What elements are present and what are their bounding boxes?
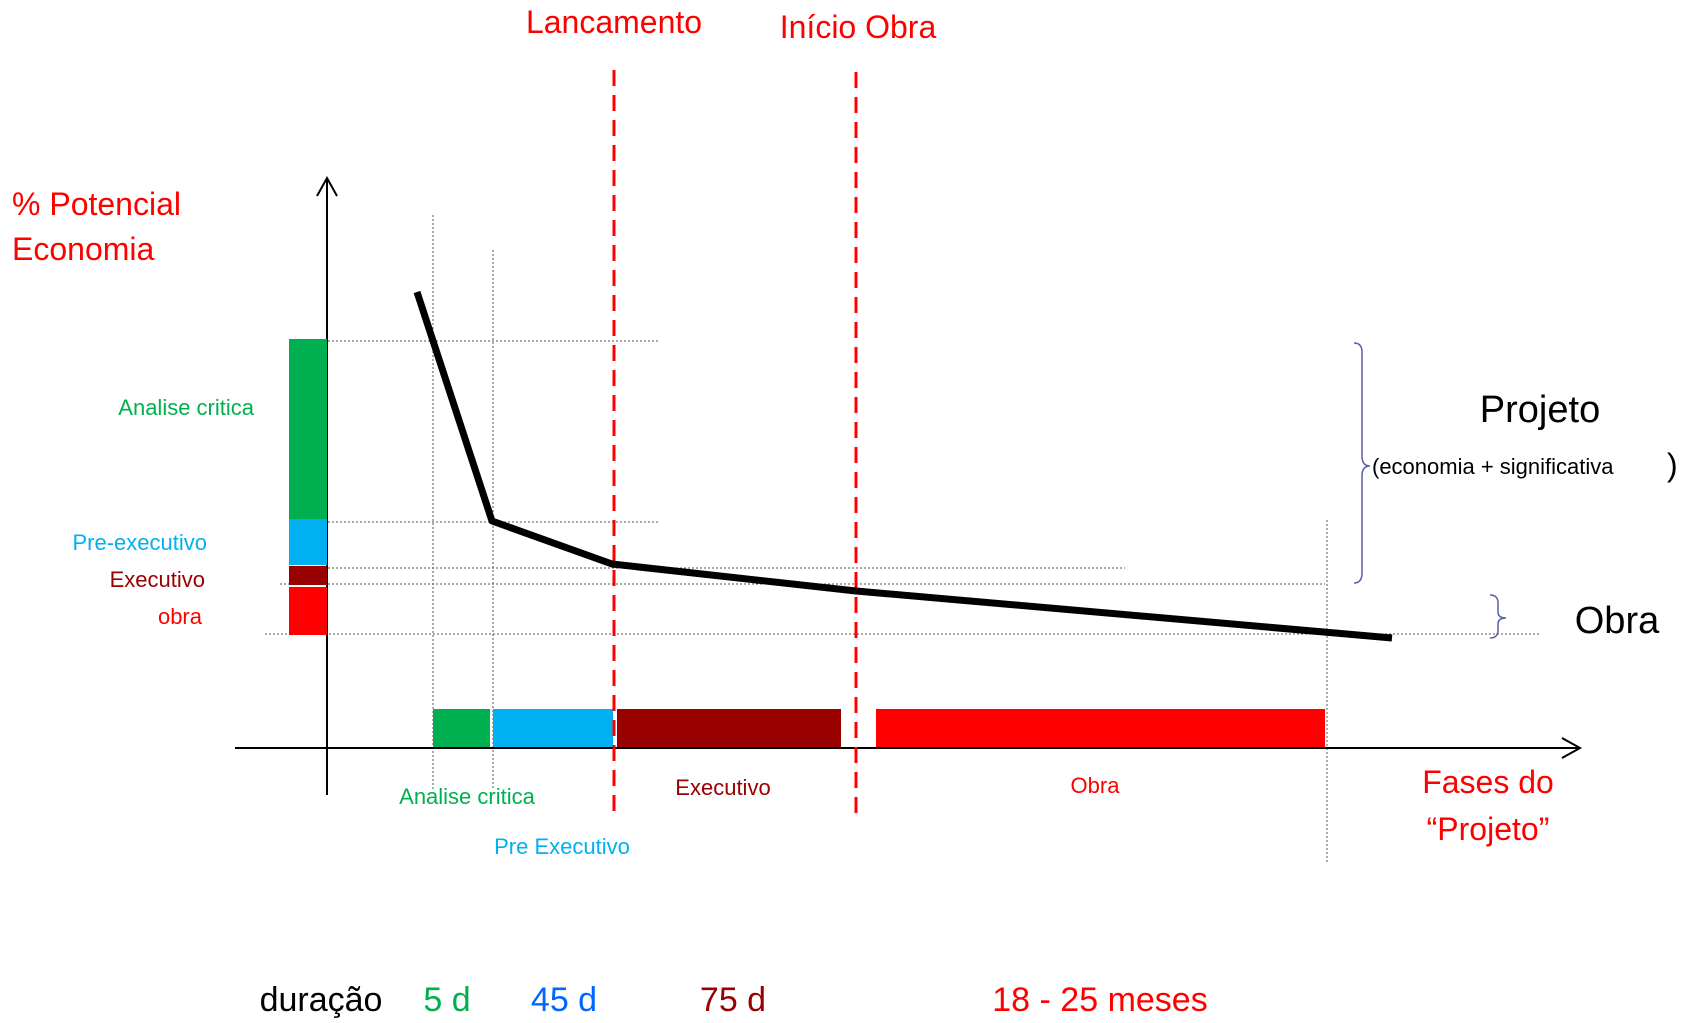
projeto-bracket bbox=[1353, 342, 1371, 584]
savings-curve bbox=[413, 290, 1393, 642]
stack-segment-pre bbox=[289, 519, 327, 565]
milestone-lancamento-label: Lancamento bbox=[526, 4, 702, 40]
stacked-savings-bar bbox=[289, 339, 327, 635]
phase-timeline-bars bbox=[433, 709, 1325, 747]
phase-label-executivo: Executivo bbox=[675, 775, 770, 800]
phase-bar-pre bbox=[493, 709, 613, 747]
duration-label: duração bbox=[260, 981, 383, 1019]
milestone-lines bbox=[612, 70, 858, 822]
arrow-right-icon bbox=[1561, 737, 1583, 759]
left-label-executivo: Executivo bbox=[110, 567, 205, 592]
phase-bar-obra bbox=[876, 709, 1325, 747]
right-label-obra: Obra bbox=[1575, 600, 1660, 642]
stack-segment-analise bbox=[289, 339, 327, 519]
y-axis-title-line1: % Potencial bbox=[12, 186, 181, 222]
vertical-reference-lines bbox=[432, 215, 1328, 862]
x-axis-title-line1: Fases do bbox=[1422, 764, 1554, 800]
horizontal-reference-lines bbox=[265, 340, 1540, 635]
stack-segment-obra bbox=[289, 587, 327, 635]
duration-row: duração 5 d 45 d 75 d 18 - 25 meses bbox=[260, 981, 1208, 1019]
left-label-pre: Pre-executivo bbox=[72, 530, 207, 555]
phase-bar-executivo bbox=[617, 709, 841, 747]
x-axis-title-line2: “Projeto” bbox=[1427, 811, 1550, 847]
y-axis-title-line2: Economia bbox=[12, 231, 155, 267]
stack-segment-executivo bbox=[289, 566, 327, 585]
duration-obra: 18 - 25 meses bbox=[992, 981, 1207, 1019]
milestone-inicio-obra-label: Início Obra bbox=[780, 9, 937, 45]
obra-bracket bbox=[1489, 594, 1507, 639]
phase-label-pre: Pre Executivo bbox=[494, 834, 630, 859]
duration-pre: 45 d bbox=[531, 981, 597, 1019]
phase-bar-analise bbox=[433, 709, 490, 747]
duration-analise: 5 d bbox=[423, 981, 470, 1019]
axes bbox=[235, 175, 1583, 795]
duration-executivo: 75 d bbox=[700, 981, 766, 1019]
left-label-obra: obra bbox=[158, 604, 203, 629]
right-label-projeto-sub: (economia + significativa bbox=[1372, 454, 1614, 479]
arrow-up-icon bbox=[316, 175, 338, 197]
right-label-projeto: Projeto bbox=[1480, 389, 1600, 431]
right-brackets bbox=[1353, 342, 1507, 639]
phase-label-obra: Obra bbox=[1071, 773, 1121, 798]
right-label-projeto-paren: ) bbox=[1667, 447, 1678, 483]
left-label-analise: Analise critica bbox=[118, 395, 254, 420]
phase-label-analise: Analise critica bbox=[399, 784, 535, 809]
